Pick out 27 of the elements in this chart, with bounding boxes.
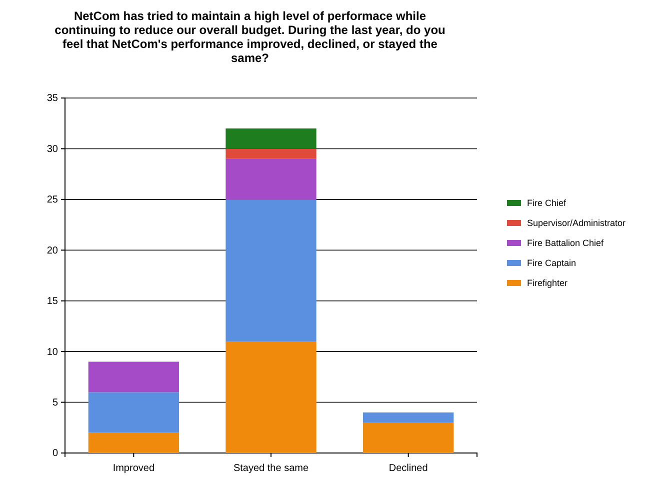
legend-label: Fire Captain <box>527 258 576 268</box>
y-tick-label: 5 <box>52 397 58 408</box>
bar <box>88 392 179 433</box>
y-tick-label: 10 <box>46 346 58 358</box>
y-tick-label: 30 <box>46 144 58 155</box>
bar <box>363 422 454 453</box>
x-tick-label: Stayed the same <box>233 463 309 474</box>
bar <box>226 158 316 200</box>
legend-label: Fire Battalion Chief <box>527 238 604 248</box>
bar <box>226 148 316 159</box>
y-tick-label: 20 <box>46 245 58 256</box>
x-tick-label: Declined <box>388 463 428 474</box>
x-tick-label: Improved <box>112 463 155 474</box>
bar <box>226 341 316 453</box>
chart-title: NetCom has tried to maintain a high level of performace while continuing to reduce our overall budget. During the last year, do you feel that NetCom's performance improved, declined, or stayed the same? <box>54 9 446 65</box>
bar <box>363 412 454 423</box>
bar <box>88 362 179 392</box>
y-tick-label: 25 <box>46 194 58 206</box>
bar <box>226 128 316 149</box>
y-tick-label: 0 <box>52 448 58 460</box>
bar <box>88 432 179 453</box>
legend-label: Firefighter <box>527 278 568 288</box>
legend-label: Supervisor/Administrator <box>527 218 626 228</box>
bar <box>226 199 316 342</box>
y-tick-label: 15 <box>46 296 58 308</box>
legend-label: Fire Chief <box>527 198 567 208</box>
y-tick-label: 35 <box>46 93 58 104</box>
